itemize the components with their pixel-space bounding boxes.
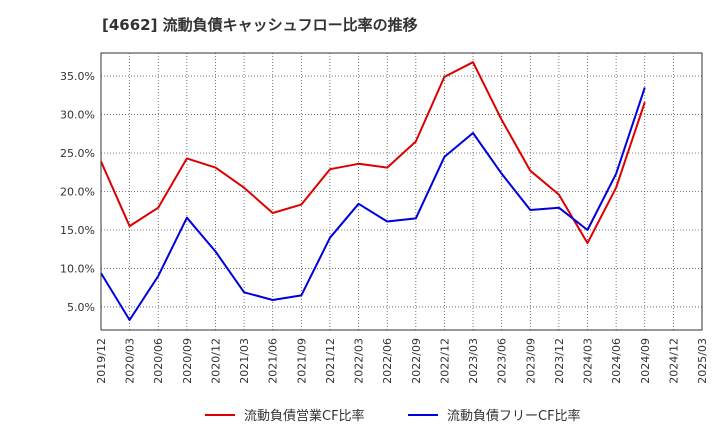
y-tick-label: 35.0% [60, 70, 95, 83]
legend-label: 流動負債フリーCF比率 [447, 408, 581, 424]
x-tick-label: 2023/12 [553, 338, 566, 384]
y-tick-label: 20.0% [60, 186, 95, 199]
x-tick-label: 2022/03 [353, 338, 366, 384]
x-tick-label: 2020/12 [209, 338, 222, 384]
x-tick-label: 2022/09 [410, 338, 423, 384]
x-tick-label: 2020/06 [152, 338, 165, 384]
x-tick-label: 2025/03 [696, 338, 709, 384]
x-tick-label: 2022/12 [438, 338, 451, 384]
y-tick-label: 15.0% [60, 224, 95, 237]
x-tick-label: 2021/06 [267, 338, 280, 384]
x-tick-label: 2023/09 [524, 338, 537, 384]
x-tick-label: 2024/03 [582, 338, 595, 384]
x-tick-label: 2020/03 [124, 338, 137, 384]
x-tick-label: 2023/03 [467, 338, 480, 384]
chart-title: [4662] 流動負債キャッシュフロー比率の推移 [102, 16, 418, 34]
legend-label: 流動負債営業CF比率 [244, 408, 365, 424]
series-line [100, 87, 646, 321]
x-tick-label: 2024/12 [667, 338, 680, 384]
x-tick-label: 2024/09 [639, 338, 652, 384]
x-tick-label: 2021/09 [295, 338, 308, 384]
x-tick-label: 2021/03 [238, 338, 251, 384]
x-tick-label: 2019/12 [95, 338, 108, 384]
y-tick-label: 10.0% [60, 262, 95, 275]
x-tick-label: 2020/09 [181, 338, 194, 384]
x-tick-label: 2021/12 [324, 338, 337, 384]
y-tick-label: 5.0% [67, 301, 95, 314]
y-tick-label: 25.0% [60, 147, 95, 160]
plot-frame [100, 52, 703, 331]
series-line [100, 61, 646, 245]
x-tick-label: 2022/06 [381, 338, 394, 384]
y-tick-label: 30.0% [60, 109, 95, 122]
x-tick-label: 2024/06 [610, 338, 623, 384]
x-tick-label: 2023/06 [496, 338, 509, 384]
